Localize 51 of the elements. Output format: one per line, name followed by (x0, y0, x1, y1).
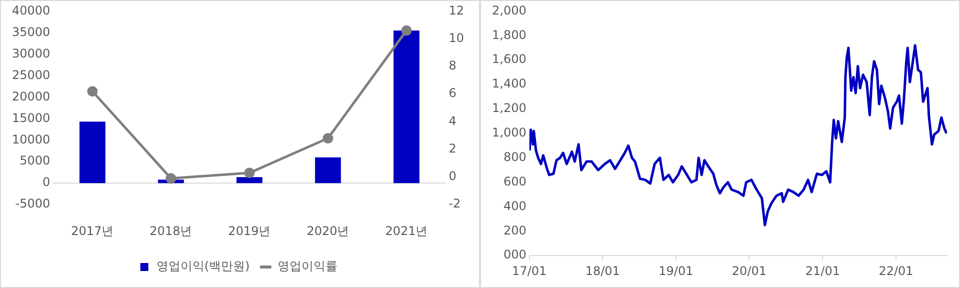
y-tick-label: 0 (42, 175, 50, 190)
y-tick-label: 30000 (12, 46, 50, 60)
bar (394, 30, 420, 184)
y-tick-label: 2,000 (492, 3, 526, 18)
y-tick-label: 1,200 (492, 101, 526, 116)
y2-tick-label: 4 (448, 114, 456, 128)
x-tick-label: 22/01 (878, 264, 914, 278)
x-tick-label: 20/01 (732, 264, 767, 278)
x-tick-label: 2019년 (228, 224, 271, 238)
y-tick-label: 400 (503, 198, 526, 213)
y-tick-label: 10000 (12, 132, 50, 146)
legend-label: 영업이익률 (278, 259, 338, 274)
y-tick-label: 35000 (12, 24, 50, 39)
point (87, 86, 98, 97)
y-tick-label: 600 (503, 174, 526, 188)
y-tick-label: 15000 (12, 110, 50, 125)
point (401, 25, 412, 36)
bar (236, 177, 262, 184)
y-tick-label: 200 (503, 223, 526, 238)
legend-label: 영업이익(백만원) (156, 259, 250, 274)
y-tick-label: 1,400 (492, 76, 526, 91)
x-tick-label: 2017년 (71, 224, 114, 238)
x-tick-label: 17/01 (512, 264, 547, 278)
y2-tick-label: 2 (448, 141, 456, 156)
x-tick-label: 2018년 (150, 224, 192, 238)
y-tick-label: 1,600 (492, 52, 526, 66)
y-tick-label: -5000 (15, 196, 50, 211)
y-tick-label: 1,800 (492, 28, 526, 42)
bar (315, 157, 341, 184)
y-tick-label: 40000 (12, 3, 50, 18)
x-tick-label: 2021년 (385, 224, 428, 238)
y-tick-label: 5000 (20, 154, 50, 168)
y-tick-label: 1,000 (492, 126, 526, 140)
y-tick-label: 20000 (12, 89, 50, 104)
y-tick-label: 800 (503, 150, 526, 164)
y2-tick-label: 10 (448, 30, 464, 45)
point (322, 133, 334, 144)
point (244, 168, 255, 178)
y2-tick-label: 0 (448, 169, 456, 184)
x-tick-label: 18/01 (585, 264, 620, 278)
y-tick-label: 25000 (12, 68, 50, 82)
y2-tick-label: -2 (448, 196, 461, 211)
x-tick-label: 21/01 (805, 264, 840, 278)
x-tick-label: 2020년 (306, 224, 350, 238)
x-tick-label: 19/01 (658, 264, 694, 278)
point (166, 173, 176, 184)
y2-tick-label: 6 (448, 86, 456, 100)
bar (79, 122, 106, 184)
y2-tick-label: 8 (448, 58, 456, 73)
y2-tick-label: 12 (448, 3, 464, 18)
y-tick-label: 000 (503, 248, 526, 262)
